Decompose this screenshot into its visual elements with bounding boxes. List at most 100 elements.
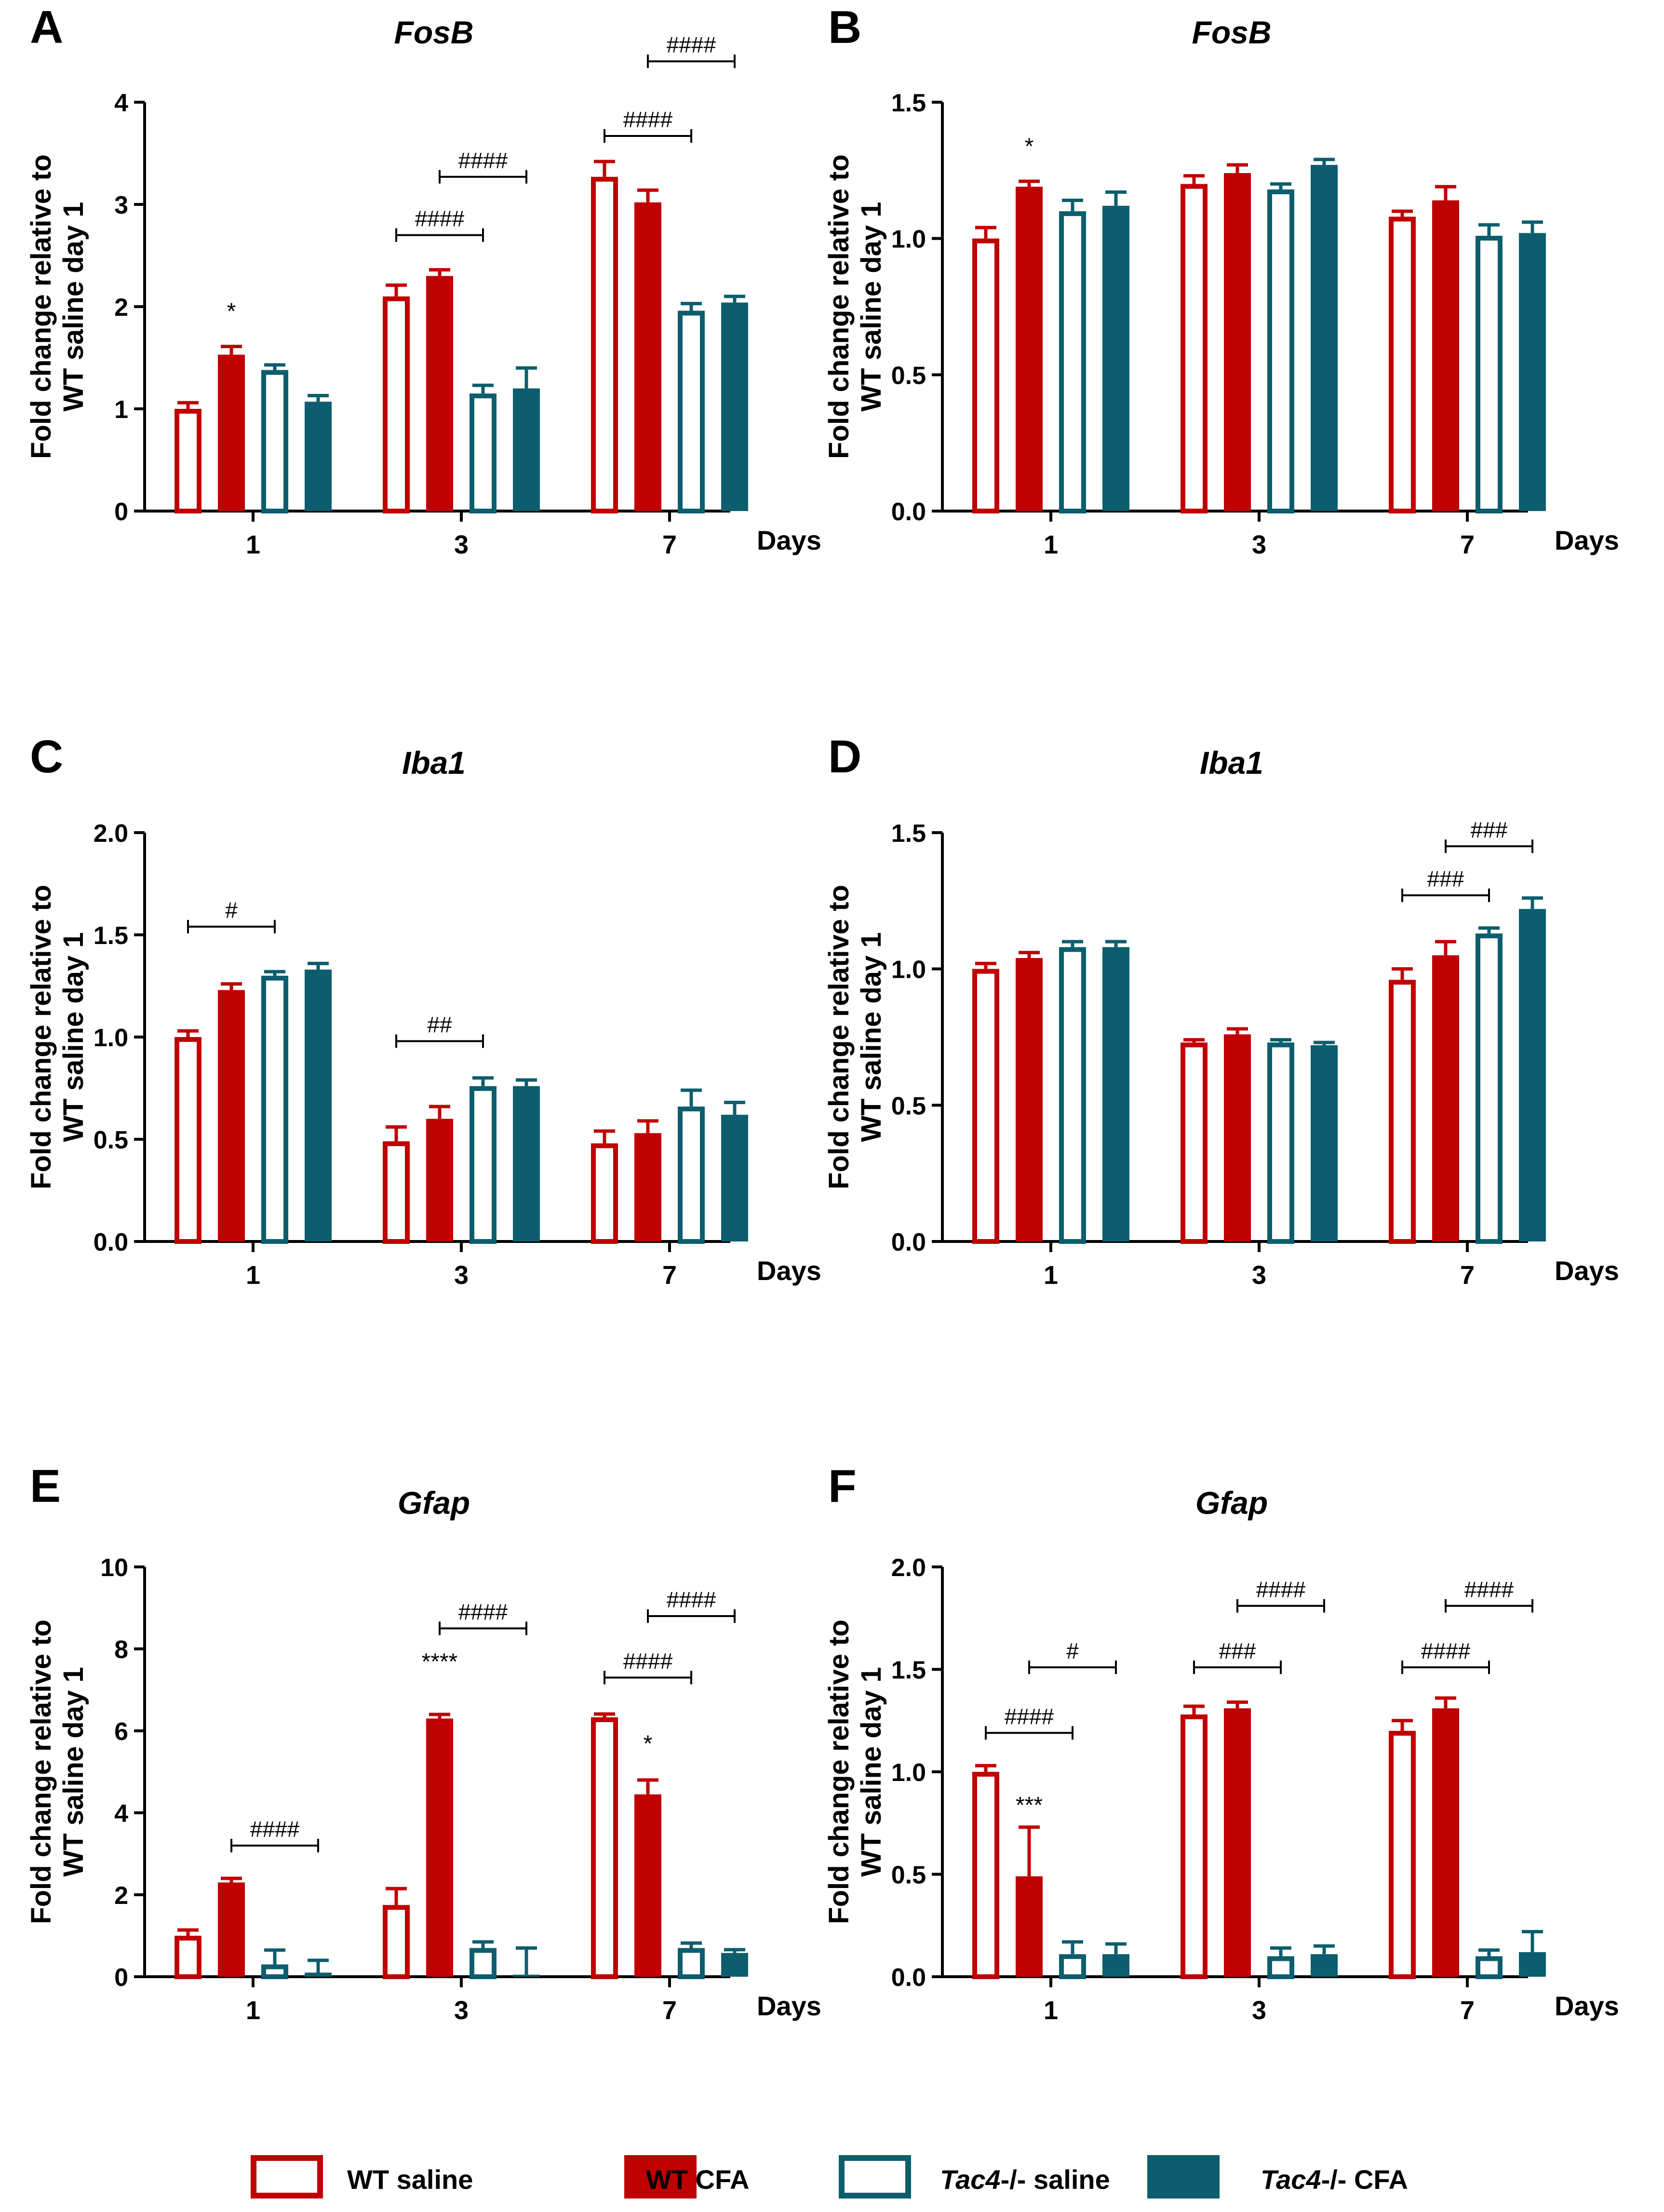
bar — [591, 176, 618, 513]
x-tick-label: 7 — [662, 1261, 677, 1290]
bar — [1519, 1952, 1546, 1977]
panel-letter-a: A — [30, 1, 64, 53]
significance-bracket-label: ### — [1471, 817, 1508, 842]
x-tick-label: 1 — [246, 1261, 260, 1290]
legend-swatch — [839, 2155, 911, 2199]
bar — [470, 1086, 497, 1244]
x-tick-label: 1 — [246, 1996, 260, 2025]
significance-bracket-label: #### — [415, 206, 465, 231]
x-tick-label: 7 — [1460, 530, 1475, 559]
x-axis-label: Days — [757, 1255, 821, 1286]
bar — [1476, 1956, 1503, 1979]
significance-star: **** — [422, 1649, 458, 1675]
legend-swatch — [1147, 2155, 1220, 2199]
x-tick-label: 3 — [1252, 1996, 1266, 2025]
x-tick-label: 3 — [454, 1996, 469, 2025]
significance-star: * — [227, 298, 236, 324]
chart-title: Iba1 — [402, 745, 466, 781]
bar — [470, 1948, 497, 1979]
bar — [1224, 173, 1251, 511]
y-tick-label: 0.5 — [891, 1861, 926, 1889]
bar — [513, 1974, 540, 1977]
bar — [972, 969, 999, 1244]
bar — [1102, 205, 1129, 511]
y-tick-label: 1.0 — [891, 956, 926, 984]
bar — [174, 409, 201, 513]
x-tick-label: 1 — [1044, 530, 1058, 559]
y-tick-label: 0.0 — [891, 1228, 926, 1256]
y-tick-label: 1.5 — [891, 820, 926, 848]
significance-bracket-label: #### — [250, 1817, 300, 1842]
bar — [1016, 1876, 1043, 1977]
bar — [1476, 236, 1503, 514]
panel-letter-f: F — [828, 1460, 857, 1512]
bar — [1311, 1045, 1338, 1241]
bar — [174, 1037, 201, 1244]
bar — [1181, 1042, 1208, 1244]
y-tick-label: 2.0 — [94, 820, 128, 848]
y-tick-label: 0.5 — [891, 362, 926, 390]
y-tick-label: 4 — [114, 89, 128, 117]
significance-bracket-label: #### — [1005, 1704, 1054, 1729]
panel-letter-e: E — [30, 1460, 61, 1512]
bar — [1432, 955, 1459, 1241]
bar — [218, 1882, 245, 1977]
chart-panel-f: Gfap Fold change relative to WT saline day… — [823, 1485, 1619, 2025]
bar — [1016, 958, 1043, 1241]
bar — [634, 1133, 661, 1241]
bar — [1389, 1731, 1416, 1979]
chart-title: Iba1 — [1200, 745, 1263, 781]
bar — [1519, 233, 1546, 511]
legend: WT saline WT CFA Tac4-/- saline Tac4-/- CFA — [251, 2155, 1408, 2199]
y-tick-label: 0.0 — [891, 498, 926, 526]
bar — [1389, 980, 1416, 1244]
bar — [383, 296, 410, 513]
bar — [261, 975, 288, 1244]
y-tick-label: 0 — [114, 498, 128, 526]
bar — [1432, 1708, 1459, 1977]
panel-letter-b: B — [828, 1, 862, 53]
y-tick-label: 1.0 — [891, 1759, 926, 1787]
chart-title: Gfap — [398, 1485, 470, 1521]
y-tick-label: 0.0 — [891, 1964, 926, 1992]
significance-star: * — [644, 1731, 653, 1757]
bar — [1059, 1954, 1086, 1979]
bar — [1181, 184, 1208, 514]
y-tick-label: 0.5 — [891, 1092, 926, 1120]
y-tick-label: 3 — [114, 191, 128, 219]
bar — [426, 1718, 453, 1977]
chart-panel-c: Iba1 Fold change relative to WT saline day… — [26, 745, 821, 1290]
x-tick-label: 1 — [1044, 1261, 1058, 1290]
significance-bracket-label: #### — [458, 148, 508, 173]
bar — [1311, 1954, 1338, 1977]
bar — [218, 990, 245, 1241]
y-tick-label: 0 — [114, 1964, 128, 1992]
significance-star: *** — [1016, 1793, 1043, 1818]
y-axis-label-line-1: Fold change relative to — [26, 1619, 57, 1924]
legend-label: WT CFA — [646, 2164, 750, 2195]
x-tick-label: 1 — [246, 530, 260, 559]
significance-star: * — [1025, 134, 1034, 159]
y-axis-label-line-2: WT saline day 1 — [58, 1667, 89, 1876]
significance-bracket-label: ### — [1219, 1638, 1256, 1663]
y-tick-label: 10 — [100, 1554, 128, 1582]
y-axis-label-line-1: Fold change relative to — [26, 885, 57, 1189]
bar — [1181, 1714, 1208, 1979]
bar — [1476, 933, 1503, 1244]
panel-letter-d: D — [828, 731, 862, 782]
bar — [426, 276, 453, 511]
bar — [513, 1086, 540, 1241]
panel-letter-c: C — [30, 731, 64, 782]
y-axis-label-line-1: Fold change relative to — [823, 1619, 855, 1924]
chart-panel-b: FosB Fold change relative to WT saline day… — [823, 14, 1619, 559]
bar — [678, 310, 705, 513]
x-axis-label: Days — [1555, 1255, 1619, 1286]
bar — [1016, 187, 1043, 512]
bar — [1389, 216, 1416, 513]
significance-bracket-label: #### — [667, 32, 716, 57]
y-axis-label-line-2: WT saline day 1 — [856, 932, 887, 1142]
x-axis-label: Days — [1555, 525, 1619, 555]
significance-bracket-label: # — [1066, 1638, 1079, 1663]
